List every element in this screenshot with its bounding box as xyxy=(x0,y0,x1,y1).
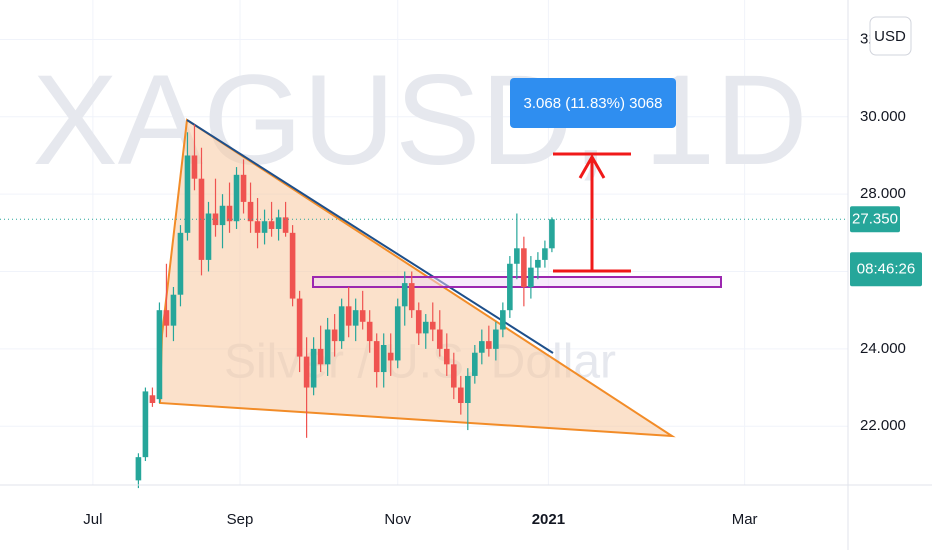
candle-body xyxy=(415,310,422,334)
x-tick-label: Mar xyxy=(732,511,758,528)
candle-body xyxy=(331,329,338,342)
price-badge-label: 27.350 xyxy=(852,210,898,227)
candle-body xyxy=(345,306,352,326)
candle-body xyxy=(240,174,247,202)
measure-head xyxy=(578,153,606,179)
candle-body xyxy=(163,310,170,326)
candle-body xyxy=(226,205,233,222)
candle-body xyxy=(184,155,191,233)
candle-body xyxy=(352,310,359,326)
candle-body xyxy=(549,219,555,249)
candle-body xyxy=(479,341,485,353)
candle-body xyxy=(317,348,324,365)
candle-body xyxy=(282,217,289,233)
y-tick-label: 30.000 xyxy=(860,108,906,125)
candle-body xyxy=(254,221,261,233)
candle-body xyxy=(212,213,219,226)
candle-body xyxy=(443,348,450,365)
candle-body xyxy=(450,364,457,388)
candle-body xyxy=(359,310,366,322)
candle-body xyxy=(401,283,408,307)
candle-body xyxy=(289,232,296,299)
candle-body xyxy=(233,174,240,222)
candle-body xyxy=(149,395,156,404)
candle-body xyxy=(303,356,310,388)
y-tick-label: 24.000 xyxy=(860,340,906,357)
price-badge xyxy=(850,206,900,233)
candle-body xyxy=(310,348,317,388)
candle-body xyxy=(156,310,163,400)
y-tick-label: 28.000 xyxy=(860,185,906,202)
y-tick-label: 22.000 xyxy=(860,417,906,434)
x-tick-label: 2021 xyxy=(532,511,565,528)
x-tick-label: Sep xyxy=(227,511,254,528)
candle-body xyxy=(219,205,226,226)
candle-body xyxy=(500,310,506,330)
candle-body xyxy=(247,201,254,222)
candle-body xyxy=(170,294,177,326)
candle-body xyxy=(472,352,478,376)
candle-body xyxy=(296,298,303,357)
candle-body xyxy=(142,391,149,458)
x-tick-label: Jul xyxy=(83,511,102,528)
candle-body xyxy=(465,375,471,404)
axes: 22.00024.00026.00028.00030.00032.000JulS… xyxy=(0,30,922,528)
candle-body xyxy=(261,221,268,233)
candle-body xyxy=(429,321,436,330)
candle-body xyxy=(521,248,527,287)
candles xyxy=(135,124,555,489)
candle-body xyxy=(542,248,548,260)
candle-body xyxy=(394,306,401,361)
candle-body xyxy=(535,259,541,268)
candle-body xyxy=(324,329,331,365)
candle-body xyxy=(198,178,205,260)
x-tick-label: Nov xyxy=(384,511,411,528)
watermark: XAGUSD, 1D xyxy=(32,49,807,192)
countdown-badge xyxy=(850,252,922,287)
candle-body xyxy=(528,267,534,287)
candle-body xyxy=(514,248,520,264)
candle-body xyxy=(457,387,464,404)
countdown-label: 08:46:26 xyxy=(857,260,915,277)
candle-body xyxy=(191,155,198,179)
candle-body xyxy=(507,263,513,311)
candle-body xyxy=(387,352,394,361)
candle-body xyxy=(338,306,345,342)
candle-body xyxy=(177,232,184,295)
candle-body xyxy=(493,329,499,349)
currency-label[interactable]: USD xyxy=(874,28,906,45)
measure-arrow xyxy=(553,152,631,273)
trend-line xyxy=(186,119,554,354)
measure-box xyxy=(510,78,676,128)
measure-label: 3.068 (11.83%) 3068 xyxy=(524,95,663,112)
candle-body xyxy=(135,457,142,481)
candle-body xyxy=(205,213,212,260)
candle-body xyxy=(486,341,492,349)
currency-button[interactable] xyxy=(869,16,912,56)
candle-body xyxy=(268,221,275,229)
candle-body xyxy=(436,329,443,349)
candle-body xyxy=(422,321,429,334)
candle-body xyxy=(380,344,387,373)
candle-body xyxy=(408,283,415,311)
candle-body xyxy=(366,321,373,342)
candle-body xyxy=(275,217,282,229)
candle-body xyxy=(373,341,380,373)
